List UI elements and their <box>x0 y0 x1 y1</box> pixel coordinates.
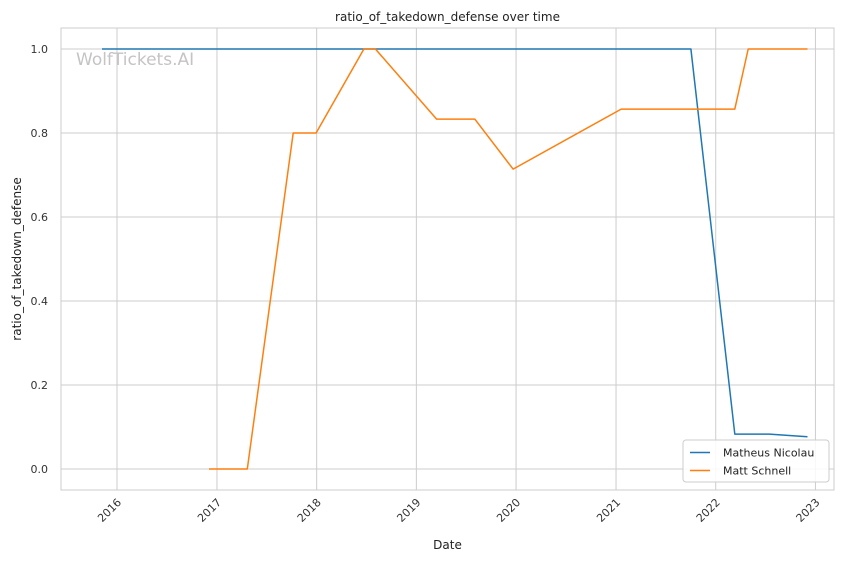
x-tick-label: 2016 <box>95 496 124 525</box>
legend: Matheus Nicolau Matt Schnell <box>682 439 830 483</box>
watermark-text: WolfTickets.AI <box>76 50 194 70</box>
series-layer <box>102 48 808 470</box>
chart-title: ratio_of_takedown_defense over time <box>335 10 560 24</box>
x-tick-label: 2022 <box>694 496 723 525</box>
series-line-matt-schnell <box>209 48 808 470</box>
gridlines <box>61 28 834 490</box>
legend-label-matheus-nicolau: Matheus Nicolau <box>723 447 814 460</box>
series-line-matheus-nicolau <box>102 48 808 438</box>
y-axis-title: ratio_of_takedown_defense <box>10 177 24 340</box>
x-axis-title: Date <box>433 538 462 552</box>
x-axis-ticks: 2016 2017 2018 2019 2020 2021 2022 2023 <box>95 496 822 525</box>
x-tick-label: 2017 <box>195 496 224 525</box>
y-tick-label: 0.2 <box>31 379 49 392</box>
y-tick-label: 0.6 <box>31 211 49 224</box>
x-tick-label: 2023 <box>794 496 823 525</box>
y-tick-label: 0.0 <box>31 463 49 476</box>
plot-area <box>60 27 835 491</box>
y-tick-label: 0.4 <box>31 295 49 308</box>
y-tick-label: 1.0 <box>31 43 49 56</box>
legend-box <box>682 439 830 483</box>
x-tick-label: 2018 <box>295 496 324 525</box>
x-tick-label: 2021 <box>594 496 623 525</box>
legend-label-matt-schnell: Matt Schnell <box>723 465 791 478</box>
y-axis-ticks: 0.0 0.2 0.4 0.6 0.8 1.0 <box>31 43 49 476</box>
y-tick-label: 0.8 <box>31 127 49 140</box>
x-tick-label: 2020 <box>494 496 523 525</box>
x-tick-label: 2019 <box>394 496 423 525</box>
